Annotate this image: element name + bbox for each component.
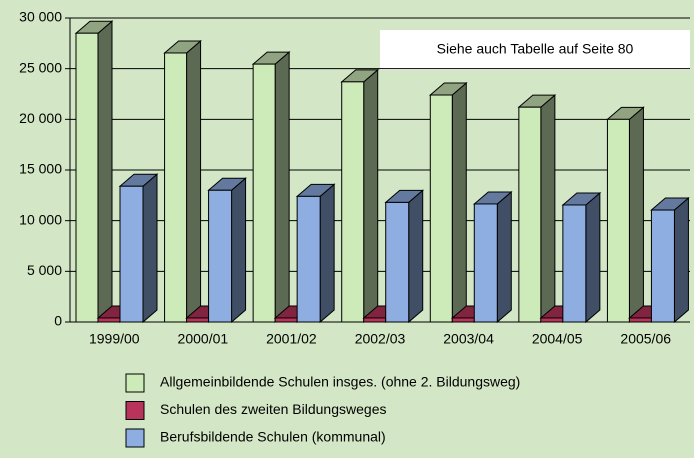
annotation: Siehe auch Tabelle auf Seite 80	[437, 41, 634, 57]
y-tick-label: 10 000	[19, 211, 62, 227]
bar-side	[186, 39, 202, 324]
bar-side	[496, 190, 512, 324]
bar	[562, 204, 587, 323]
bar	[606, 118, 630, 323]
bar	[363, 317, 387, 323]
bar	[208, 189, 233, 323]
y-tick-label: 5 000	[27, 262, 62, 278]
bar	[429, 94, 453, 323]
bar	[274, 317, 298, 323]
bar-side	[585, 191, 601, 324]
bar-side	[540, 94, 556, 324]
bar-side	[274, 51, 290, 324]
bar-side	[319, 183, 335, 324]
legend-swatch	[125, 373, 145, 393]
bar	[296, 195, 321, 323]
legend-swatch	[125, 428, 145, 448]
bar-side	[363, 68, 379, 324]
bar	[97, 317, 121, 323]
bar-side	[451, 81, 467, 324]
x-tick-label: 2002/03	[355, 331, 406, 347]
x-tick-label: 1999/00	[89, 331, 140, 347]
y-tick-label: 0	[54, 313, 62, 329]
x-tick-label: 2004/05	[532, 331, 583, 347]
legend-label: Schulen des zweiten Bildungsweges	[160, 401, 386, 417]
y-tick-label: 20 000	[19, 110, 62, 126]
legend-label: Allgemeinbildende Schulen insges. (ohne …	[160, 374, 520, 390]
x-tick-label: 2005/06	[620, 331, 671, 347]
bar	[650, 209, 675, 323]
bar-side	[628, 106, 644, 324]
x-tick-label: 2000/01	[178, 331, 229, 347]
bar	[451, 317, 475, 323]
bar	[540, 317, 564, 323]
bar	[252, 63, 276, 323]
y-tick-label: 15 000	[19, 161, 62, 177]
bar	[119, 185, 144, 323]
x-tick-label: 2003/04	[443, 331, 494, 347]
x-tick-label: 2001/02	[266, 331, 317, 347]
y-tick-label: 25 000	[19, 59, 62, 75]
bar	[186, 317, 210, 323]
bar	[341, 81, 365, 323]
bar-side	[142, 173, 158, 324]
bar-side	[673, 196, 689, 324]
bar	[473, 203, 498, 323]
bar	[518, 106, 542, 323]
bar	[75, 32, 99, 323]
legend-swatch	[125, 401, 145, 420]
bar	[385, 201, 410, 323]
bar-side	[97, 20, 113, 324]
bar-side	[231, 177, 247, 324]
legend-label: Berufsbildende Schulen (kommunal)	[160, 429, 386, 445]
bar	[164, 52, 188, 323]
bar	[628, 317, 652, 323]
bar-side	[408, 189, 424, 324]
y-tick-label: 30 000	[19, 9, 62, 25]
annotation-box	[380, 30, 690, 70]
